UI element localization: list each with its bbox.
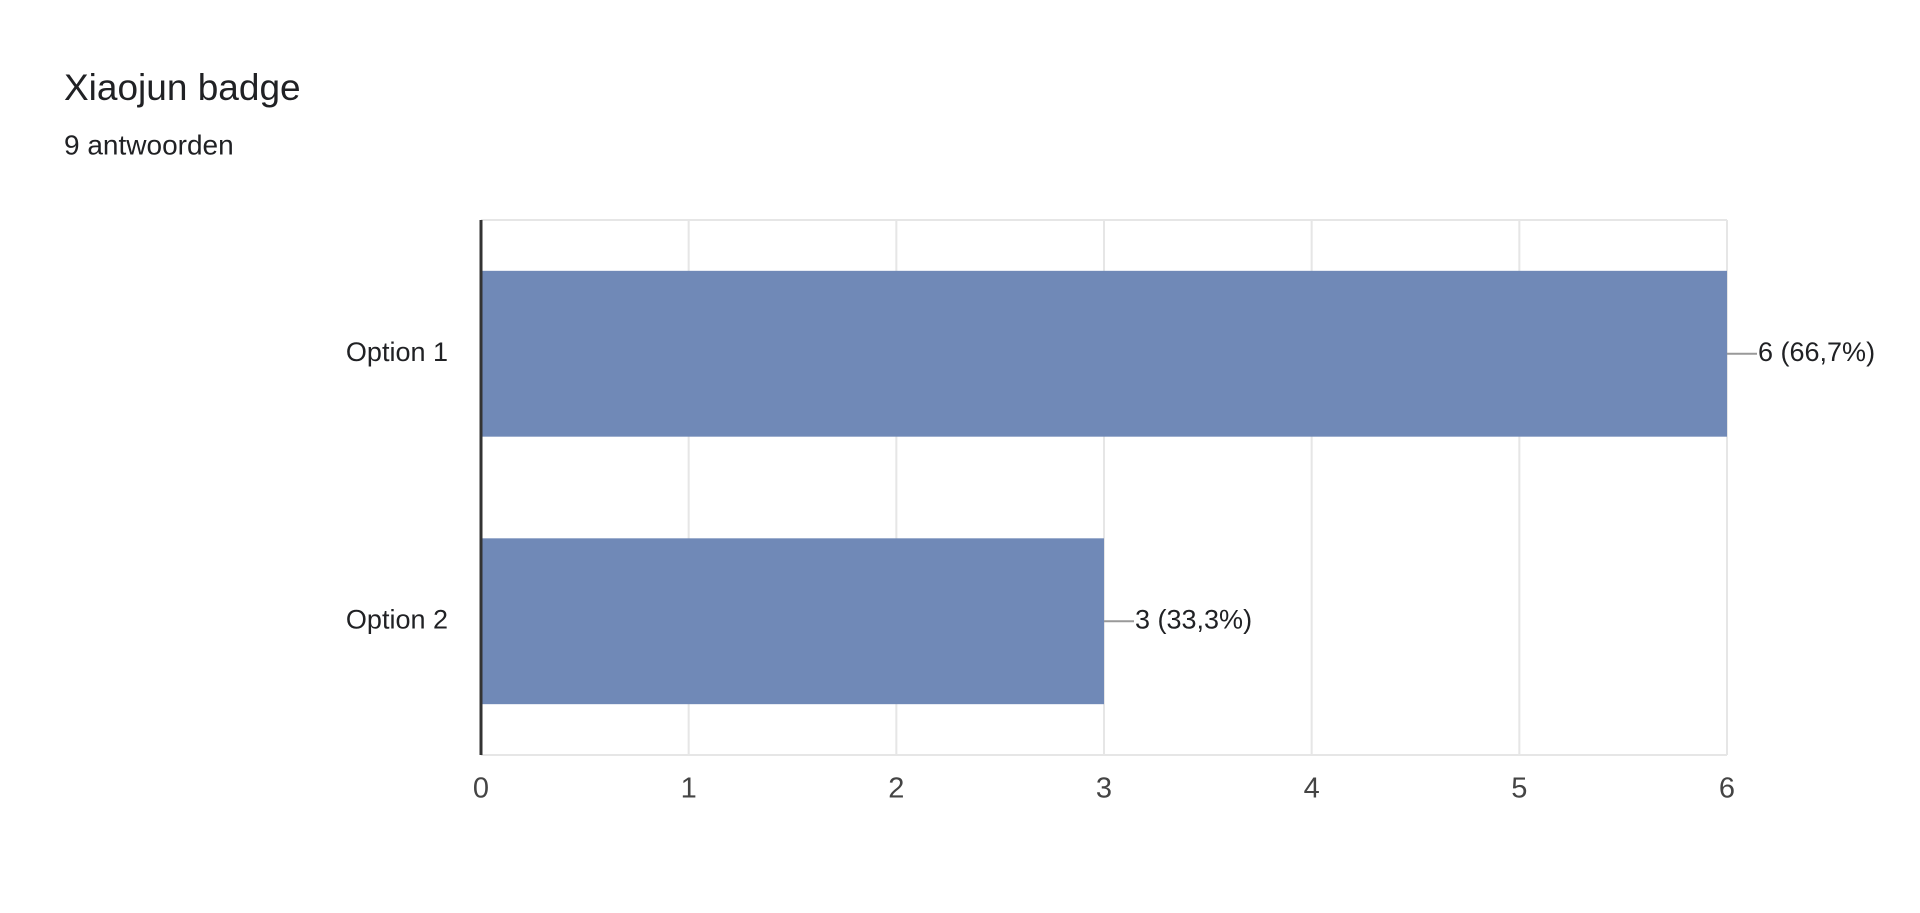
data-label: 3 (33,3%)	[1135, 604, 1252, 634]
bar	[481, 270, 1727, 437]
chart-title: Xiaojun badge	[64, 67, 301, 108]
x-tick-label: 3	[1096, 773, 1112, 805]
data-label: 6 (66,7%)	[1758, 337, 1875, 367]
x-tick-label: 0	[473, 773, 489, 805]
chart-subtitle: 9 antwoorden	[64, 129, 234, 160]
x-tick-label: 6	[1719, 773, 1735, 805]
x-tick-label: 4	[1304, 773, 1320, 805]
y-tick-label: Option 2	[346, 604, 448, 634]
y-tick-label: Option 1	[346, 337, 448, 367]
bar	[481, 538, 1104, 705]
x-tick-label: 5	[1511, 773, 1527, 805]
x-tick-label: 1	[681, 773, 697, 805]
x-tick-label: 2	[888, 773, 904, 805]
